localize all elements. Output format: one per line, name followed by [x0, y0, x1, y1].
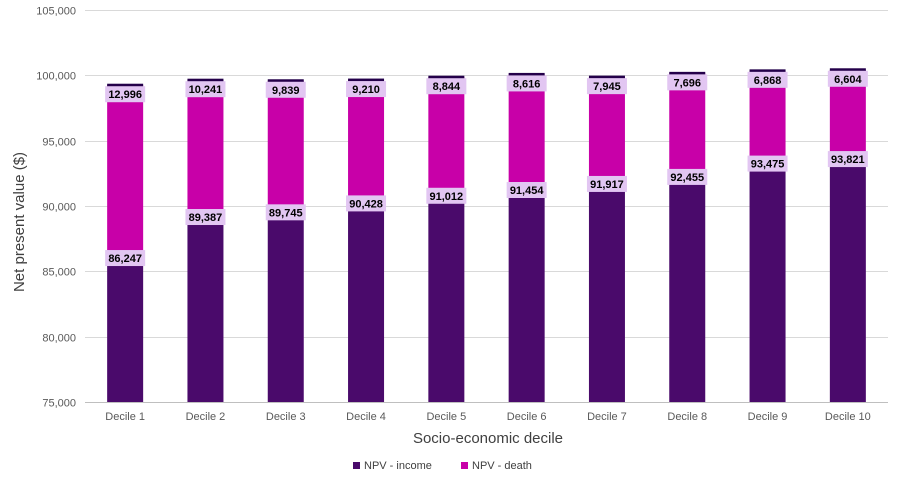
- label-income-box: [426, 187, 467, 204]
- bar-death: [267, 80, 304, 210]
- label-income: 91,917: [590, 179, 624, 191]
- label-death: 7,945: [593, 81, 621, 93]
- label-income-box: [586, 175, 627, 192]
- label-death: 7,696: [673, 77, 701, 89]
- label-death: 12,996: [108, 89, 142, 101]
- y-tick-label: 75,000: [42, 398, 76, 410]
- legend-label-death: NPV - death: [472, 460, 532, 472]
- y-tick-label: 85,000: [42, 267, 76, 279]
- label-income: 92,455: [670, 172, 704, 184]
- bar-income: [749, 160, 786, 402]
- label-income: 89,387: [189, 212, 223, 224]
- label-death-box: [185, 81, 226, 98]
- bar-death: [588, 77, 625, 181]
- label-death: 9,839: [272, 85, 300, 97]
- label-income-box: [747, 155, 788, 172]
- y-axis-ticks: 75,000 80,000 85,000 90,000 95,000 100,000 105…: [36, 6, 76, 410]
- x-tick-label: Decile 9: [748, 411, 788, 423]
- label-income-box: [185, 209, 226, 226]
- y-tick-label: 90,000: [42, 202, 76, 214]
- y-tick-label: 105,000: [36, 6, 76, 18]
- label-income: 93,475: [751, 159, 785, 171]
- y-tick-label: 100,000: [36, 71, 76, 83]
- label-income: 89,745: [269, 207, 303, 219]
- label-death-box: [265, 81, 306, 98]
- bar-income: [588, 180, 625, 402]
- bar-top-edge: [749, 69, 786, 73]
- x-tick-label: Decile 6: [507, 411, 547, 423]
- label-death-box: [747, 71, 788, 88]
- bar-death: [107, 85, 144, 256]
- legend: NPV - income NPV - death: [353, 460, 532, 472]
- bar-income: [107, 255, 144, 402]
- legend-swatch-death: [461, 462, 468, 469]
- label-income-box: [105, 250, 146, 267]
- label-income-box: [667, 168, 708, 185]
- x-tick-label: Decile 7: [587, 411, 627, 423]
- y-tick-label: 80,000: [42, 333, 76, 345]
- x-tick-label: Decile 8: [667, 411, 707, 423]
- bar-death: [508, 74, 545, 188]
- x-tick-label: Decile 4: [346, 411, 386, 423]
- legend-label-income: NPV - income: [364, 460, 432, 472]
- x-tick-label: Decile 1: [105, 411, 145, 423]
- bar-top-edge: [348, 78, 385, 82]
- label-income-box: [346, 195, 387, 212]
- label-death-box: [586, 78, 627, 95]
- bar-top-edge: [267, 79, 304, 83]
- label-death-box: [506, 75, 547, 92]
- label-income-box: [265, 204, 306, 221]
- x-tick-label: Decile 2: [186, 411, 226, 423]
- y-tick-label: 95,000: [42, 137, 76, 149]
- label-death: 9,210: [352, 84, 380, 96]
- bar-death: [187, 80, 224, 215]
- x-tick-label: Decile 10: [825, 411, 871, 423]
- x-axis-title: Socio-economic decile: [413, 430, 563, 447]
- bar-income: [669, 173, 706, 402]
- label-death-box: [827, 70, 868, 87]
- label-income: 93,821: [831, 154, 865, 166]
- bar-income: [267, 209, 304, 402]
- label-death-box: [105, 86, 146, 103]
- label-death-box: [426, 78, 467, 95]
- label-income: 91,012: [430, 191, 464, 203]
- label-death-box: [346, 81, 387, 98]
- y-axis-title: Net present value ($): [11, 152, 28, 292]
- label-income-box: [827, 151, 868, 168]
- x-axis-ticks: Decile 1 Decile 2 Decile 3 Decile 4 Decile 5…: [105, 411, 871, 423]
- bar-income: [187, 214, 224, 402]
- bar-top-edge: [508, 72, 545, 76]
- label-death: 10,241: [189, 84, 223, 96]
- label-income-box: [506, 182, 547, 199]
- bar-income: [829, 156, 866, 402]
- legend-swatch-income: [353, 462, 360, 469]
- bar-top-edge: [669, 71, 706, 75]
- label-income: 91,454: [510, 185, 545, 197]
- bar-death: [348, 80, 385, 201]
- label-death: 6,604: [834, 74, 862, 86]
- label-death: 8,844: [433, 81, 461, 93]
- bar-death: [428, 77, 465, 193]
- data-labels: 86,247 12,996 89,387 10,241 89,745 9,839 90,42…: [105, 70, 868, 267]
- bar-income: [508, 187, 545, 402]
- bar-income: [428, 192, 465, 402]
- label-income: 86,247: [108, 253, 142, 265]
- label-death: 6,868: [754, 75, 782, 87]
- bar-top-edge: [829, 68, 866, 72]
- label-death-box: [667, 74, 708, 91]
- bar-income: [348, 200, 385, 402]
- label-income: 90,428: [349, 198, 383, 210]
- bars: [107, 68, 866, 402]
- bar-top-edge: [187, 78, 224, 82]
- bar-top-edge: [107, 83, 144, 87]
- bar-top-edge: [588, 75, 625, 79]
- label-death: 8,616: [513, 78, 541, 90]
- x-tick-label: Decile 3: [266, 411, 306, 423]
- x-tick-label: Decile 5: [426, 411, 466, 423]
- bar-top-edge: [428, 75, 465, 79]
